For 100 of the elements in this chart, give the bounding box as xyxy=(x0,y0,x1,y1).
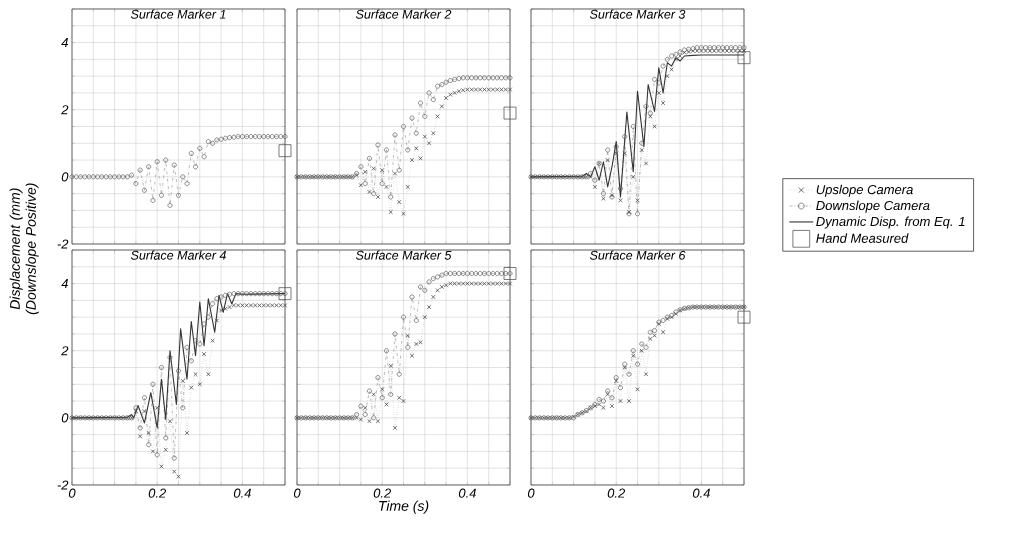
point xyxy=(205,314,211,320)
point xyxy=(141,187,147,193)
point xyxy=(431,131,436,136)
point xyxy=(142,408,147,414)
point xyxy=(362,405,368,410)
point xyxy=(435,83,441,89)
point xyxy=(278,134,284,140)
point xyxy=(414,341,419,347)
point xyxy=(630,348,636,354)
point xyxy=(418,340,423,345)
point xyxy=(384,147,389,153)
point xyxy=(384,348,389,354)
point xyxy=(507,271,513,276)
point xyxy=(499,87,504,92)
point xyxy=(367,419,372,424)
point xyxy=(422,314,427,320)
x-tick-label: 0.4 xyxy=(692,488,710,498)
point xyxy=(656,90,661,96)
point xyxy=(605,157,610,163)
point xyxy=(261,134,267,140)
point xyxy=(473,281,479,286)
point xyxy=(409,294,415,300)
legend-label: Upslope Camera xyxy=(816,184,913,197)
point xyxy=(159,365,164,370)
point xyxy=(129,172,135,178)
point xyxy=(154,452,160,458)
point xyxy=(197,382,202,387)
point xyxy=(90,174,96,180)
x-tick-label: 0 xyxy=(293,488,301,498)
point xyxy=(231,291,237,297)
x-tick-label: 0.2 xyxy=(373,488,392,498)
point xyxy=(265,134,271,140)
point xyxy=(499,271,504,276)
point xyxy=(214,137,220,143)
point xyxy=(622,151,627,156)
point xyxy=(146,164,152,170)
point xyxy=(265,303,271,308)
point xyxy=(201,321,207,327)
point xyxy=(73,174,79,180)
point xyxy=(99,174,105,180)
point xyxy=(375,194,381,200)
point xyxy=(431,294,436,300)
point xyxy=(482,75,487,81)
point xyxy=(439,82,445,87)
point xyxy=(248,134,254,140)
point xyxy=(469,271,475,276)
point xyxy=(112,174,118,180)
point xyxy=(278,144,292,158)
point xyxy=(167,419,173,424)
point xyxy=(660,63,666,69)
point xyxy=(184,430,190,436)
point xyxy=(494,271,500,276)
x-tick-label: 0 xyxy=(68,488,76,498)
point xyxy=(176,192,181,198)
point xyxy=(648,114,653,119)
point xyxy=(507,75,513,81)
point xyxy=(626,371,632,377)
point xyxy=(635,387,640,392)
point xyxy=(499,281,504,286)
point xyxy=(486,75,492,81)
point xyxy=(265,291,271,297)
point xyxy=(643,372,649,377)
point xyxy=(103,174,109,180)
point xyxy=(605,388,611,394)
point xyxy=(180,174,186,180)
point xyxy=(448,92,453,97)
point xyxy=(133,181,139,187)
point xyxy=(375,375,381,381)
point xyxy=(456,89,462,94)
point xyxy=(163,157,169,163)
y-tick-label: 2 xyxy=(61,105,69,115)
y-axis-title: Displacement (mm) (Downslope Positive) xyxy=(9,183,39,315)
point xyxy=(490,75,496,81)
point xyxy=(422,134,427,139)
point xyxy=(235,291,241,297)
point xyxy=(405,344,411,350)
point xyxy=(120,174,126,180)
point xyxy=(163,435,169,441)
y-tick-label: 4 xyxy=(61,279,68,289)
point xyxy=(477,271,483,276)
point xyxy=(159,192,164,198)
point xyxy=(499,75,504,81)
point xyxy=(397,395,402,400)
point xyxy=(371,415,377,421)
point xyxy=(274,291,279,297)
point xyxy=(193,338,198,344)
point xyxy=(418,156,423,161)
point xyxy=(137,167,143,173)
point xyxy=(150,449,156,454)
point xyxy=(86,174,92,180)
point xyxy=(206,372,211,377)
point xyxy=(396,371,402,377)
point xyxy=(371,191,377,197)
x-tick-label: 0.4 xyxy=(233,488,251,498)
point xyxy=(443,95,449,101)
point xyxy=(107,174,113,180)
point xyxy=(231,303,237,308)
chart-title: Surface Marker 6 xyxy=(589,250,686,260)
point xyxy=(677,53,683,59)
point xyxy=(737,51,751,65)
